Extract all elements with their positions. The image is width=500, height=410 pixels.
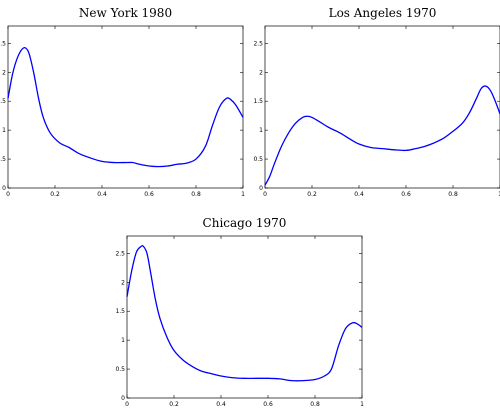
x-tick-label: 0 xyxy=(125,401,129,408)
y-tick-label: 0.5 xyxy=(115,366,125,373)
y-tick-label: 1 xyxy=(2,127,6,134)
series-line xyxy=(126,244,363,382)
x-tick-label: 0.8 xyxy=(448,191,458,198)
plot-frame xyxy=(264,25,500,189)
y-tick-label: 2 xyxy=(2,69,6,76)
y-tick-label: 0 xyxy=(259,185,263,192)
y-tick-label: 0.5 xyxy=(253,156,263,163)
chart-title: New York 1980 xyxy=(78,6,173,20)
y-tick-label: 2 xyxy=(121,279,125,286)
x-tick-label: 0.6 xyxy=(401,191,411,198)
y-tick-label: 0 xyxy=(121,395,125,402)
y-tick-label: 1.5 xyxy=(0,98,6,105)
x-tick-label: 0.4 xyxy=(97,191,107,198)
plot-frame xyxy=(126,235,363,399)
chart-title: Chicago 1970 xyxy=(202,216,287,230)
chart-panel-new-york: New York 1980 0 0.2 0.4 0.6 0.8 1 0 0.5 1 1.5 2 2.5 xyxy=(0,6,245,198)
series-line xyxy=(7,46,244,168)
x-tick-label: 0 xyxy=(6,191,10,198)
y-tick-label: 0.5 xyxy=(0,156,6,163)
y-tick-label: 1 xyxy=(259,127,263,134)
y-tick-label: 2.5 xyxy=(253,40,263,47)
chart-svg: 0 0.2 0.4 0.6 0.8 1 0 0.5 1 1.5 2 2.5 xyxy=(253,25,500,198)
x-tick-label: 1 xyxy=(360,401,364,408)
y-tick-label: 2.5 xyxy=(0,40,6,47)
chart-panel-chicago: Chicago 1970 0 0.2 0.4 0.6 0.8 1 0 0.5 1 1.5 2 2.5 xyxy=(115,216,364,408)
x-tick-label: 0.8 xyxy=(310,401,320,408)
x-tick-label: 0.4 xyxy=(216,401,226,408)
y-tick-label: 1 xyxy=(121,337,125,344)
x-tick-label: 0.2 xyxy=(307,191,317,198)
x-tick-label: 0 xyxy=(263,191,267,198)
plot-frame xyxy=(7,25,244,189)
y-tick-label: 2.5 xyxy=(115,250,125,257)
y-tick-label: 1.5 xyxy=(253,98,263,105)
x-tick-label: 0.4 xyxy=(354,191,364,198)
x-tick-label: 0.6 xyxy=(144,191,154,198)
x-tick-label: 0.2 xyxy=(50,191,60,198)
y-tick-label: 0 xyxy=(2,185,6,192)
y-tick-label: 1.5 xyxy=(115,308,125,315)
x-tick-label: 0.2 xyxy=(169,401,179,408)
series-line xyxy=(264,85,500,186)
chart-svg: 0 0.2 0.4 0.6 0.8 1 0 0.5 1 1.5 2 2.5 xyxy=(115,235,364,408)
y-tick-label: 2 xyxy=(259,69,263,76)
x-tick-label: 0.6 xyxy=(263,401,273,408)
x-tick-label: 1 xyxy=(241,191,245,198)
chart-svg: 0 0.2 0.4 0.6 0.8 1 0 0.5 1 1.5 2 2.5 xyxy=(0,25,245,198)
x-tick-label: 1 xyxy=(498,191,500,198)
chart-title: Los Angeles 1970 xyxy=(328,6,437,20)
x-tick-label: 0.8 xyxy=(191,191,201,198)
chart-panel-los-angeles: Los Angeles 1970 0 0.2 0.4 0.6 0.8 1 0 0.5 1 1.5 2… xyxy=(253,6,500,198)
